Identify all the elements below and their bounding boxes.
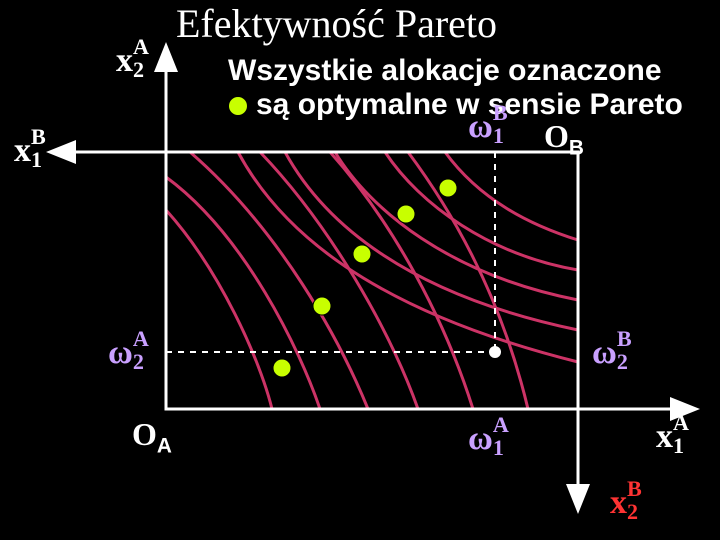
edgeworth-diagram bbox=[0, 0, 720, 540]
endowment-point bbox=[489, 346, 501, 358]
label-omegaA2: ωA2 bbox=[108, 334, 133, 372]
indifference-curves-A bbox=[166, 152, 528, 409]
label-OB: OB bbox=[544, 118, 584, 160]
label-OA: OA bbox=[132, 416, 172, 458]
label-x1B: xB1 bbox=[14, 132, 31, 170]
label-omegaB2: ωB2 bbox=[592, 334, 617, 372]
label-x1A: xA1 bbox=[656, 418, 673, 456]
label-omegaB1: ωB1 bbox=[468, 108, 493, 146]
label-x2A: xA2 bbox=[116, 42, 133, 80]
label-x2B: xB2 bbox=[610, 484, 627, 522]
label-omegaA1: ωA1 bbox=[468, 420, 493, 458]
